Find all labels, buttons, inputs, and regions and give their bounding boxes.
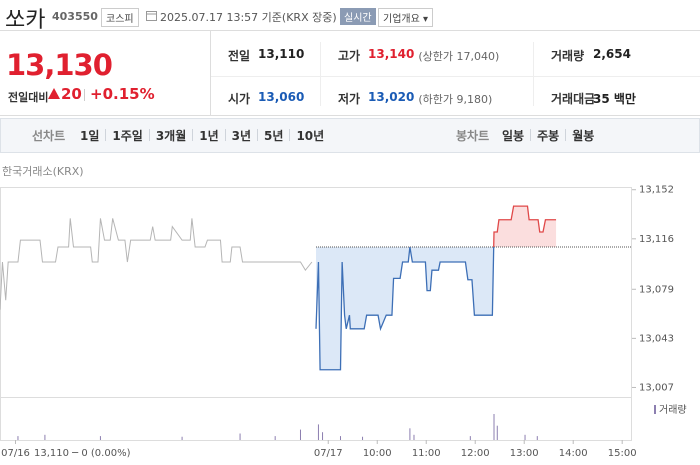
x-tick-label: 07/16: [1, 448, 30, 459]
up-arrow: [48, 88, 60, 99]
volume-bar: [524, 434, 526, 440]
summary-label: 고가: [338, 49, 361, 63]
y-tick-label: 13,079: [639, 284, 674, 295]
tab-separator: [530, 129, 532, 141]
volume-bar: [299, 429, 301, 440]
volume-bar: [493, 414, 495, 440]
period-tab[interactable]: 3년: [231, 129, 252, 143]
volume-bar: [239, 433, 241, 440]
change-label: 전일대비: [8, 91, 49, 104]
tab-bar: [0, 118, 700, 153]
area-down: [316, 247, 557, 370]
tab-separator: [224, 129, 226, 141]
price-line-up: [409, 205, 557, 247]
volume-bar: [362, 436, 364, 440]
y-tick-label: 13,152: [639, 185, 674, 196]
prev-summary: 13,110 ─ 0 (0.00%): [34, 448, 131, 459]
summary-value: 13,020: [368, 90, 415, 104]
volume-bar: [536, 436, 538, 440]
stock-name: 쏘카: [5, 8, 46, 33]
change: 20: [61, 85, 82, 103]
x-tick-label: 12:00: [461, 448, 490, 459]
period-tab[interactable]: 1년: [199, 129, 219, 143]
overview-button[interactable]: 기업개요 ▾: [378, 8, 434, 27]
volume-bar: [317, 424, 319, 440]
period-tab[interactable]: 월봉: [572, 129, 595, 143]
x-tick-label: 13:00: [510, 448, 539, 459]
divider: [210, 31, 211, 115]
overview-label[interactable]: 기업개요: [383, 14, 420, 25]
divider: [0, 30, 700, 31]
legend-swatch: [654, 405, 656, 414]
plot-frame: [0, 187, 632, 441]
tab-separator: [289, 129, 291, 141]
summary-value: 13,060: [258, 90, 305, 104]
period-tab[interactable]: 1주일: [112, 129, 143, 143]
y-tick-label: 13,043: [639, 333, 674, 344]
volume-bar: [409, 428, 411, 440]
tab-separator: [105, 129, 107, 141]
stock-code: 403550: [52, 10, 98, 23]
x-tick-label: 15:00: [608, 448, 637, 459]
summary-value: 13,140: [368, 47, 415, 61]
volume-bar: [339, 436, 341, 440]
period-tab[interactable]: 주봉: [537, 129, 560, 143]
current-price: 13,130: [6, 48, 113, 82]
divider: [84, 89, 85, 101]
x-tick-label: 11:00: [412, 448, 441, 459]
volume-bar: [99, 436, 101, 440]
tab-separator: [148, 129, 150, 141]
period-tab[interactable]: 10년: [296, 129, 325, 143]
volume-bar: [274, 436, 276, 440]
summary-label: 시가: [228, 92, 251, 106]
tab-label: 봉차트: [456, 129, 490, 143]
period-tab[interactable]: 1일: [80, 129, 100, 143]
summary-label: 전일: [228, 49, 251, 63]
tab-separator: [565, 129, 567, 141]
divider: [533, 42, 534, 106]
area-up: [316, 206, 557, 247]
divider: [0, 115, 700, 116]
x-tick-label: 07/17: [314, 448, 343, 459]
summary-note: (상한가 17,040): [418, 50, 500, 63]
y-tick-label: 13,007: [639, 382, 674, 393]
tab-separator: [257, 129, 259, 141]
summary-note: (하한가 9,180): [418, 93, 493, 106]
tab-label: 선차트: [32, 129, 66, 143]
volume-bar: [181, 436, 183, 440]
divider: [320, 42, 321, 106]
price-line: [0, 218, 313, 310]
divider: [211, 76, 700, 77]
volume-bar: [17, 436, 19, 440]
summary-label: 저가: [338, 92, 361, 106]
volume-bar: [322, 432, 324, 440]
realtime-badge[interactable]: 실시간: [340, 8, 376, 25]
volume-bar: [44, 434, 46, 440]
period-tab[interactable]: 5년: [264, 129, 284, 143]
summary-label: 거래대금: [551, 92, 596, 106]
datetime: 2025.07.17 13:57 기준(KRX 장중): [160, 11, 337, 24]
x-tick-label: 14:00: [559, 448, 588, 459]
x-tick-label: 10:00: [363, 448, 392, 459]
chart-source: 한국거래소(KRX): [2, 165, 84, 178]
summary-value: 13,110: [258, 47, 305, 61]
summary-value: 2,654: [593, 47, 631, 61]
period-tab[interactable]: 3개월: [155, 129, 187, 143]
summary-value: 35 백만: [593, 92, 636, 106]
volume-bar: [469, 436, 471, 440]
change-percent: +0.15%: [90, 85, 155, 103]
tab-separator: [192, 129, 194, 141]
legend-label: 거래량: [659, 404, 687, 416]
y-tick-label: 13,116: [639, 234, 674, 245]
summary-label: 거래량: [551, 49, 585, 63]
period-tab[interactable]: 일봉: [502, 129, 525, 143]
calendar-icon: [146, 11, 157, 21]
price-line-down: [315, 247, 495, 371]
market-badge: 코스피: [101, 8, 139, 27]
volume-bar: [496, 425, 498, 440]
volume-bar: [413, 434, 415, 440]
